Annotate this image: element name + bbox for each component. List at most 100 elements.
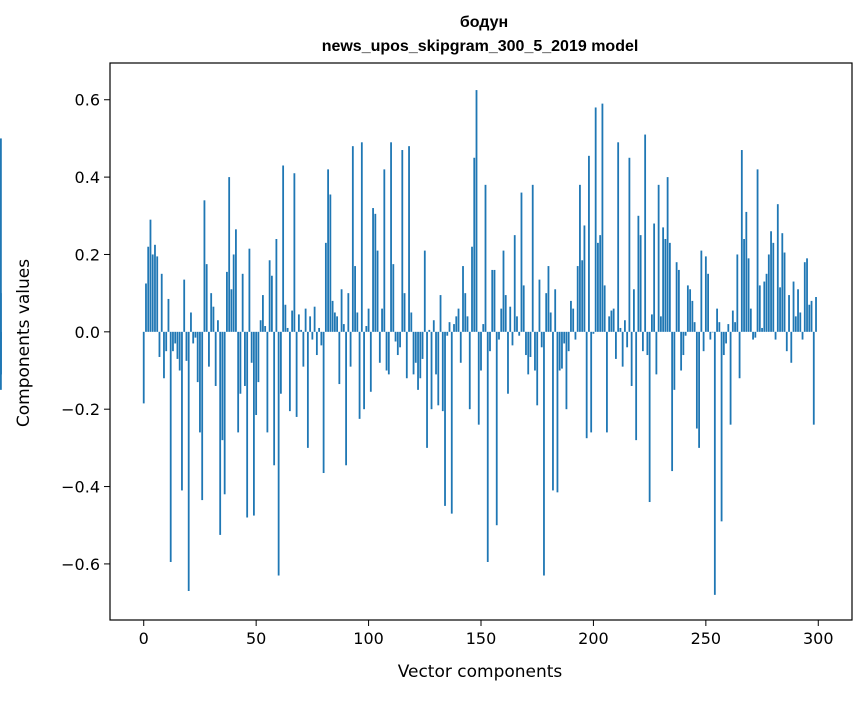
bar: [626, 331, 629, 348]
bar: [201, 331, 204, 501]
bar: [810, 300, 813, 332]
bar: [486, 331, 489, 562]
bar: [597, 242, 599, 332]
bar: [529, 331, 532, 357]
bar: [635, 331, 638, 441]
bar: [630, 331, 633, 386]
bar: [340, 289, 343, 332]
bar: [194, 331, 197, 338]
bar: [435, 331, 437, 375]
bar: [475, 90, 478, 332]
bar: [192, 331, 195, 344]
bar: [812, 331, 815, 425]
bar: [324, 242, 327, 332]
bar: [160, 273, 163, 332]
bar: [619, 327, 622, 332]
bar: [763, 281, 766, 332]
bar: [183, 279, 186, 332]
bar: [716, 308, 718, 332]
bar: [167, 298, 170, 332]
bar: [414, 331, 417, 363]
bar: [295, 331, 298, 417]
bar: [585, 331, 588, 439]
bar: [248, 248, 251, 332]
y-tick-label: 0.6: [75, 91, 100, 110]
bar: [383, 169, 386, 332]
chart-title: бодун: [460, 14, 508, 31]
bar: [547, 266, 550, 332]
bar: [338, 331, 341, 385]
bar: [698, 331, 700, 448]
bar: [306, 331, 309, 448]
bar: [282, 165, 285, 332]
bar: [176, 331, 179, 359]
bar: [502, 250, 505, 332]
bar: [459, 331, 462, 363]
bar: [709, 331, 712, 340]
bar: [441, 331, 444, 412]
bar: [255, 331, 258, 415]
bar: [594, 107, 597, 332]
bar: [279, 331, 282, 394]
bar: [583, 225, 586, 332]
bar: [774, 331, 777, 340]
bar: [664, 239, 667, 332]
bar: [149, 219, 152, 332]
bar: [556, 331, 559, 493]
bar: [399, 331, 401, 348]
bar: [205, 264, 208, 332]
bar: [659, 316, 662, 332]
bar: [446, 331, 449, 336]
bar: [419, 331, 422, 379]
bar: [767, 254, 770, 332]
bar: [372, 208, 374, 332]
bar: [464, 293, 467, 332]
bar: [428, 329, 431, 332]
bar: [156, 256, 159, 332]
bar: [392, 264, 395, 332]
bar: [743, 239, 745, 332]
x-tick-label: 300: [803, 629, 834, 648]
bar: [369, 331, 372, 392]
bar: [738, 331, 741, 379]
bar: [554, 289, 557, 332]
bar: [387, 331, 390, 375]
bar: [342, 324, 345, 332]
bar: [214, 331, 217, 386]
bar: [615, 331, 617, 359]
bar: [489, 331, 491, 352]
bar: [509, 306, 512, 332]
bar: [801, 331, 804, 340]
bar: [0, 138, 2, 332]
bar: [549, 312, 552, 332]
bar: [365, 326, 368, 332]
bar: [354, 266, 356, 332]
bar: [210, 293, 213, 332]
bar: [237, 331, 240, 433]
bar: [736, 254, 739, 332]
bar: [680, 331, 683, 371]
bar: [311, 331, 314, 340]
bar: [333, 312, 336, 332]
bar: [797, 289, 799, 332]
y-tick-label: 0.2: [75, 245, 100, 264]
bar: [347, 293, 350, 332]
bar: [666, 177, 669, 332]
bar: [320, 331, 323, 346]
bar: [729, 331, 732, 425]
bar: [163, 331, 165, 379]
bar: [172, 331, 174, 352]
bar: [552, 331, 554, 491]
bar: [531, 184, 534, 332]
bar: [599, 235, 602, 332]
bar: [300, 329, 303, 332]
bar: [695, 331, 698, 429]
bar: [174, 331, 177, 344]
bar: [574, 331, 577, 340]
bar: [783, 252, 786, 332]
bar: [412, 331, 415, 375]
bar: [304, 308, 307, 332]
bar: [516, 316, 518, 332]
bar: [329, 194, 332, 332]
bar: [624, 320, 626, 332]
